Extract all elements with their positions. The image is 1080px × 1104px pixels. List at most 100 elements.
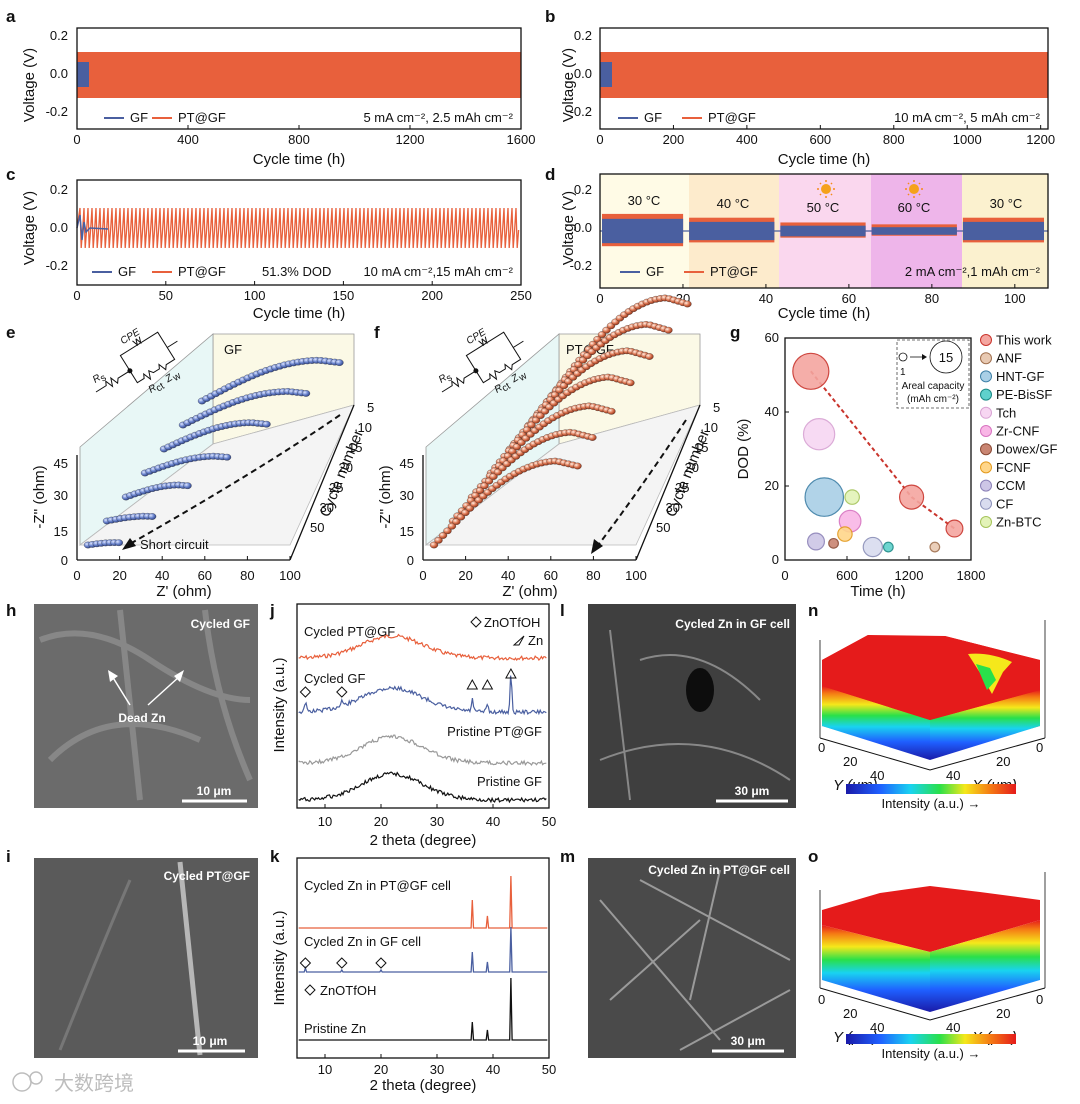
panel-i-sem: i Cycled PT@GF 10 μm (6, 847, 258, 1058)
eis-point (438, 532, 448, 539)
y-axis-label: Intensity (a.u.) (271, 910, 288, 1005)
plot-area (599, 27, 1049, 130)
eis-point (564, 378, 573, 385)
panel-j-xrd-chart: j Intensity (a.u.) Cycled PT@GF Cycled G… (269, 601, 556, 849)
panel-label: j (269, 601, 275, 620)
diamond-icon (304, 984, 316, 996)
temp-label: 50 °C (807, 200, 840, 215)
x-tick: 60 (842, 291, 856, 306)
inset-small: 1 (900, 367, 906, 378)
x-tick: 40 (155, 568, 169, 583)
legend-znotfoh: ZnOTfOH (320, 983, 376, 998)
pt-gf-trace (76, 207, 520, 249)
y-tick: 0.0 (574, 66, 592, 81)
x-tick: 60 (198, 568, 212, 583)
circuit-rct: R (493, 382, 505, 395)
z-tick: 30 (666, 500, 680, 515)
temp-label: 30 °C (628, 193, 661, 208)
x-tick: 1200 (396, 132, 425, 147)
eis-point (222, 453, 232, 461)
plot-area (599, 173, 1049, 289)
y-tick: 0.2 (50, 28, 68, 43)
legend-marker (980, 334, 992, 346)
temp-label: 30 °C (990, 196, 1023, 211)
watermark-text: 大数跨境 (54, 1071, 134, 1095)
scale-bar-label: 30 μm (731, 1034, 766, 1048)
bubble (929, 541, 941, 553)
gf-trace (77, 62, 89, 87)
legend-entry: CF (996, 496, 1013, 511)
diamond-icon (470, 616, 482, 628)
legend-gf: GF (644, 110, 662, 125)
panel-label: m (560, 847, 575, 866)
x-tick: 10 (318, 1062, 332, 1077)
legend-marker (980, 479, 992, 492)
panel-o-3d-intensity-map: o 0 20 40 Y (μm) 40 20 0 X (μm) Intensit… (808, 847, 1046, 1061)
y-axis-label: Voltage (V) (560, 48, 577, 122)
bubble (806, 532, 825, 551)
y-tick: 30 (400, 488, 414, 503)
condition-label: 10 mA cm⁻²,15 mAh cm⁻² (363, 264, 513, 279)
x-tick: 250 (510, 288, 532, 303)
y-tick: 60 (765, 330, 779, 345)
y-tick: 0 (818, 992, 825, 1007)
eis-point (626, 379, 635, 387)
x-tick: 50 (542, 814, 556, 829)
dod-label: 51.3% DOD (262, 264, 331, 279)
z-tick: 30 (320, 500, 334, 515)
y-tick: 45 (400, 456, 414, 471)
eis-point (555, 386, 564, 394)
panel-title: GF (224, 342, 242, 357)
eis-point (498, 464, 507, 472)
y-tick: 20 (843, 754, 857, 769)
panel-label: e (6, 323, 15, 342)
x-tick: 40 (946, 1020, 960, 1035)
condition-label: 10 mA cm⁻², 5 mAh cm⁻² (894, 110, 1041, 125)
plot-area (76, 27, 522, 130)
colorbar-label: Intensity (a.u.) → (882, 796, 981, 811)
x-tick: 20 (996, 754, 1010, 769)
x-tick: 600 (809, 132, 831, 147)
xrd-trace (298, 926, 548, 973)
x-tick: 0 (419, 568, 426, 583)
eis-point (434, 536, 443, 544)
legend-zn: Zn (528, 633, 543, 648)
legend-entry: CCM (996, 478, 1026, 493)
y-tick: 0.0 (50, 66, 68, 81)
y-tick: 40 (870, 1020, 884, 1035)
triangle-marker (505, 667, 517, 679)
panel-label: k (270, 847, 280, 866)
x-tick: 50 (542, 1062, 556, 1077)
legend-gf: GF (130, 110, 148, 125)
x-tick: 20 (374, 814, 388, 829)
panel-label: f (374, 323, 380, 342)
x-tick: 20 (374, 1062, 388, 1077)
pt-gf-trace (600, 52, 1048, 98)
bubble (804, 477, 845, 517)
y-tick: -0.2 (46, 104, 68, 119)
eis-point (484, 477, 494, 485)
z-tick: 50 (310, 520, 324, 535)
circuit-rct: R (147, 382, 159, 395)
y-tick: 0 (61, 553, 68, 568)
eis-point (301, 390, 311, 397)
eis-point (683, 300, 692, 308)
colorbar (846, 1034, 1016, 1044)
eis-point (607, 407, 616, 415)
eis-point (583, 352, 592, 360)
legend-gf: GF (118, 264, 136, 279)
trace-label: Cycled Zn in PT@GF cell (304, 878, 451, 893)
panel-a-voltage-chart: a Voltage (V) 0.2 0.0 -0.2 GF PT@GF 5 mA… (6, 7, 535, 168)
x-tick: 0 (73, 132, 80, 147)
z-tick: 50 (656, 520, 670, 535)
z-tick: 20 (339, 460, 353, 475)
panel-label: d (545, 165, 555, 184)
bubble (945, 519, 964, 538)
y-axis-label: Voltage (V) (21, 48, 38, 122)
z-tick: 5 (367, 400, 374, 415)
eis-point (527, 421, 536, 429)
eis-point (597, 331, 607, 338)
inset-unit: (mAh cm⁻²) (907, 394, 959, 405)
x-tick: 0 (596, 291, 603, 306)
legend-marker (980, 425, 992, 437)
